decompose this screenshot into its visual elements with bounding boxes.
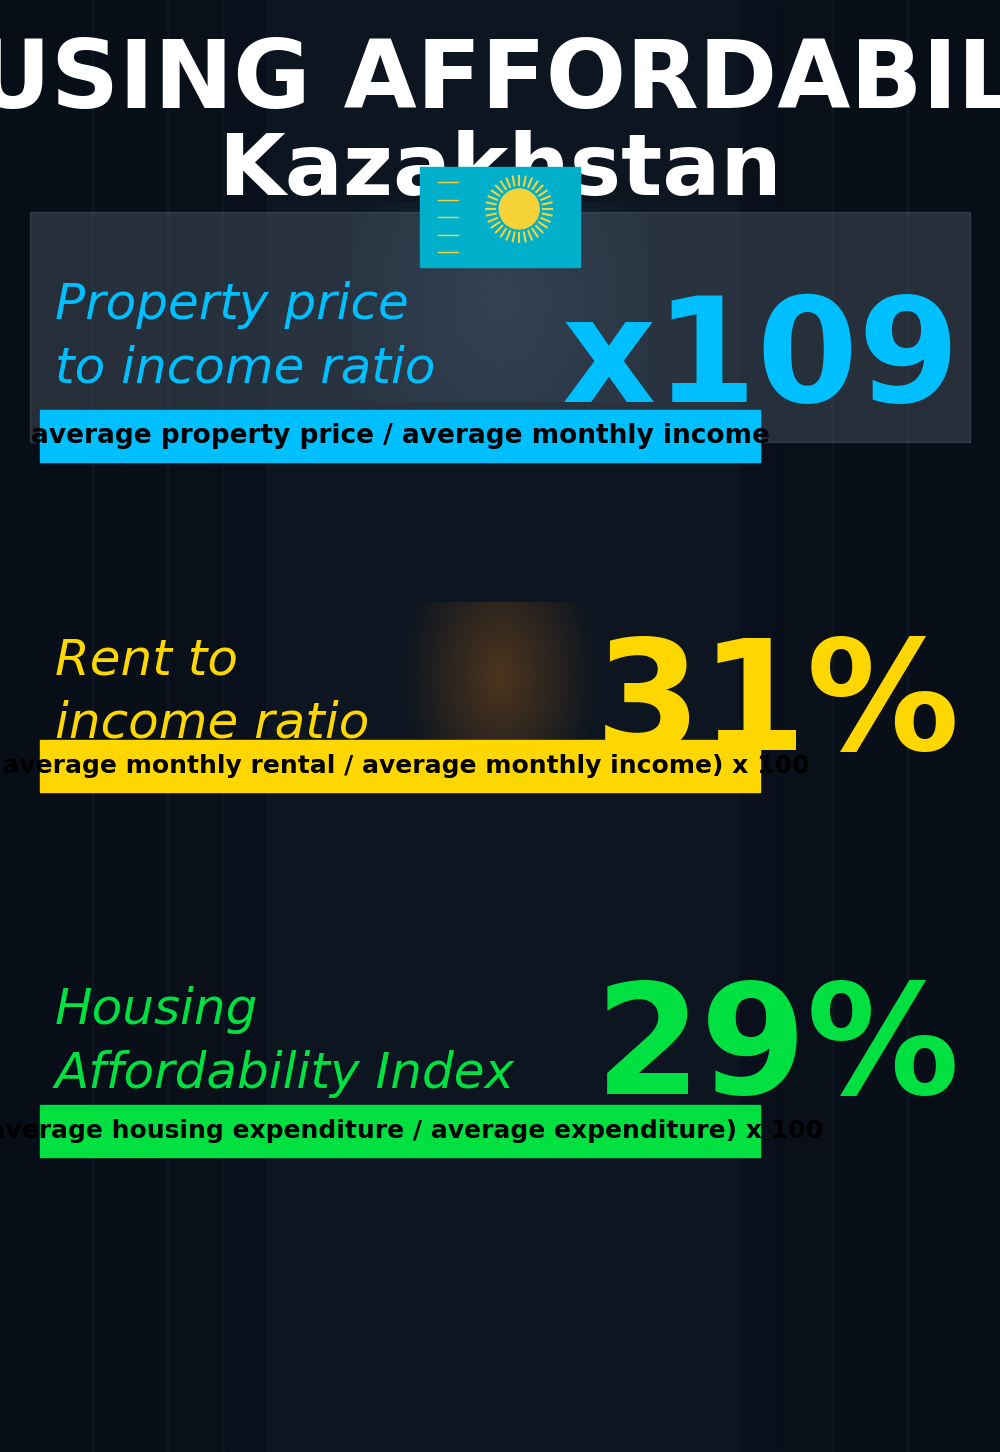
Bar [170, 0, 220, 1452]
Bar [225, 0, 265, 1452]
Text: Property price
to income ratio: Property price to income ratio [55, 282, 436, 392]
Bar [740, 0, 780, 1452]
Bar [780, 0, 830, 1452]
Text: 31%: 31% [594, 633, 960, 781]
Text: Housing
Affordability Index: Housing Affordability Index [55, 986, 515, 1098]
Bar [420, 167, 580, 267]
Text: (average monthly rental / average monthly income) x 100: (average monthly rental / average monthl… [0, 754, 809, 778]
Bar [30, 212, 970, 441]
Text: HOUSING AFFORDABILITY: HOUSING AFFORDABILITY [0, 36, 1000, 128]
Text: (average housing expenditure / average expenditure) x 100: (average housing expenditure / average e… [0, 1119, 823, 1143]
Bar [0, 0, 90, 1452]
Text: x109: x109 [561, 292, 960, 433]
Text: Rent to
income ratio: Rent to income ratio [55, 636, 369, 748]
Text: 29%: 29% [594, 977, 960, 1127]
Bar [910, 0, 1000, 1452]
Text: Kazakhstan: Kazakhstan [218, 131, 782, 213]
Bar [40, 1105, 760, 1157]
Circle shape [499, 189, 539, 229]
Bar [40, 741, 760, 791]
Bar [835, 0, 905, 1452]
Bar [95, 0, 165, 1452]
Bar [40, 409, 760, 462]
Text: average property price / average monthly income: average property price / average monthly… [31, 423, 769, 449]
